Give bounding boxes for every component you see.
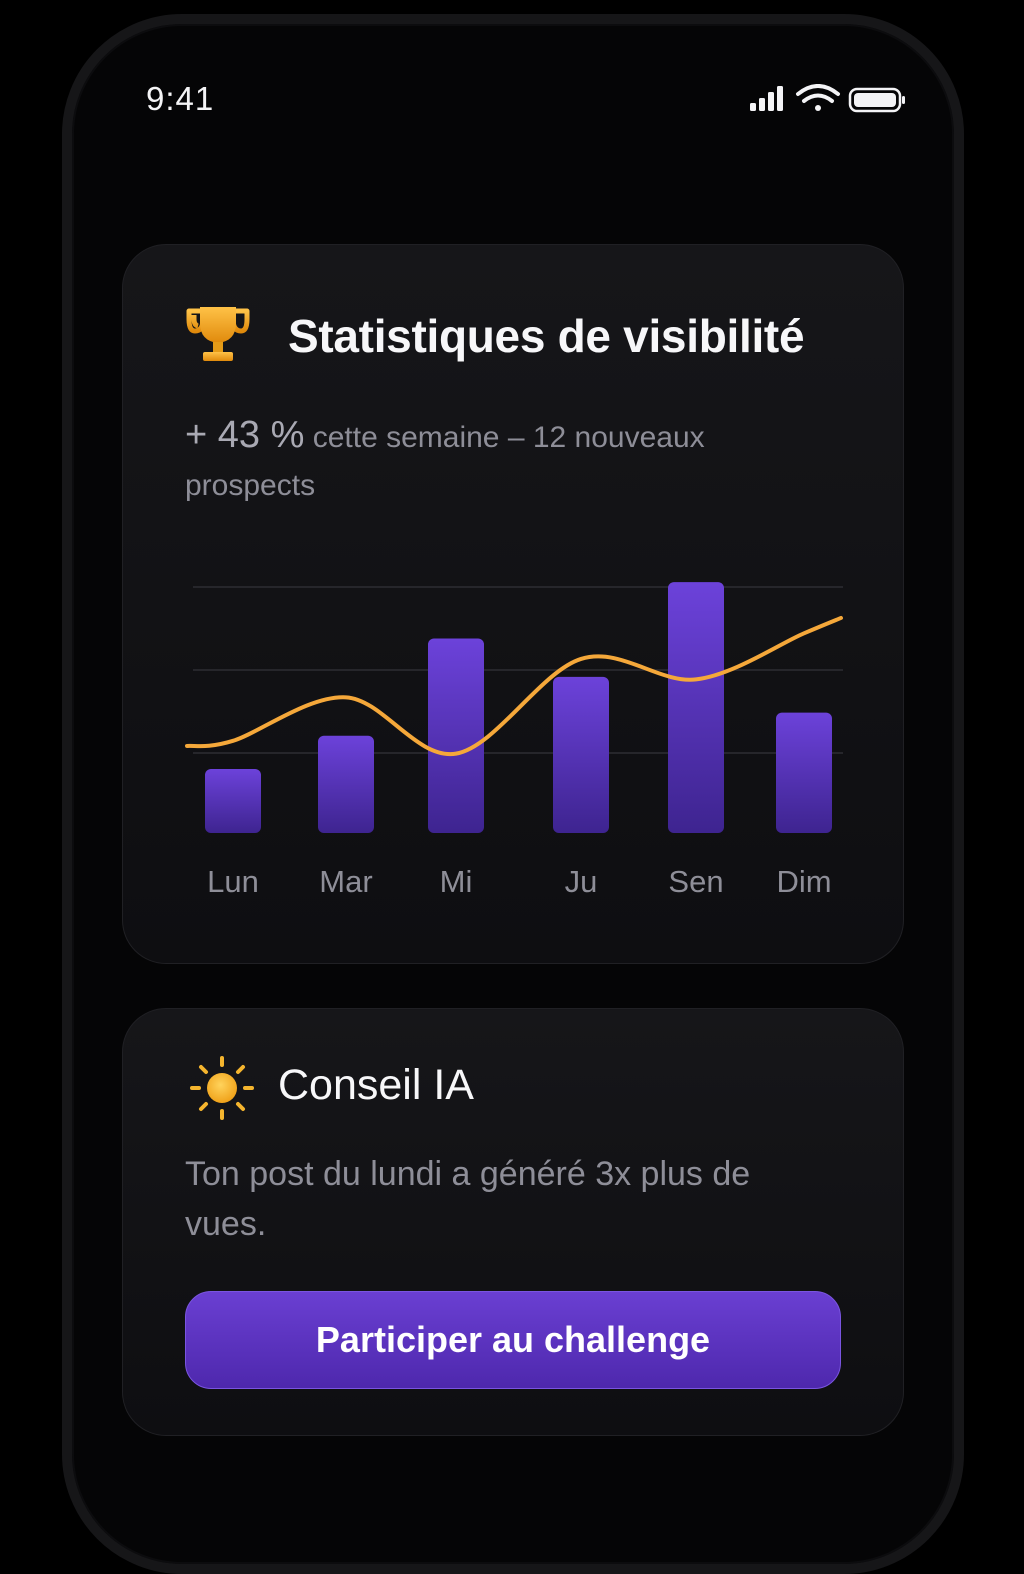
- bar-ju: [553, 676, 609, 833]
- day-label-dim: Dim: [776, 864, 831, 899]
- day-label-ju: Ju: [565, 864, 598, 899]
- bar-mi: [428, 638, 484, 833]
- status-time: 9:41: [146, 80, 215, 117]
- visibility-stats-card: Statistiques de visibilité + 43 % cette …: [122, 244, 904, 964]
- ai-tip-card: Conseil IA Ton post du lundi a généré 3x…: [122, 1008, 904, 1436]
- bar-lun: [205, 769, 261, 833]
- stats-summary: + 43 % cette semaine – 12 nouveaux prosp…: [185, 411, 785, 510]
- day-label-mar: Mar: [319, 864, 372, 899]
- tip-text: Ton post du lundi a généré 3x plus de vu…: [185, 1155, 751, 1243]
- wifi-icon: [796, 84, 840, 111]
- weekly-chart: Lun Mar Mi Ju Sen Dim: [185, 582, 843, 899]
- stats-title: Statistiques de visibilité: [288, 310, 805, 362]
- growth-percentage: + 43 %: [185, 414, 305, 456]
- battery-icon: [848, 87, 905, 113]
- trend-line: [185, 615, 843, 756]
- bar-mar: [318, 735, 374, 833]
- day-label-lun: Lun: [207, 864, 259, 899]
- tip-title: Conseil IA: [278, 1061, 474, 1109]
- summary-text: cette semaine – 12 nouveaux prospects: [185, 421, 705, 502]
- sun-icon: [190, 1056, 254, 1120]
- bar-dim: [776, 712, 832, 833]
- signal-icon: [750, 86, 783, 111]
- participate-challenge-button[interactable]: Participer au challenge: [185, 1291, 841, 1389]
- bar-sen: [668, 582, 724, 833]
- status-icons: [750, 84, 905, 113]
- trophy-icon: [186, 307, 250, 361]
- day-label-sen: Sen: [668, 864, 723, 899]
- day-label-mi: Mi: [440, 864, 473, 899]
